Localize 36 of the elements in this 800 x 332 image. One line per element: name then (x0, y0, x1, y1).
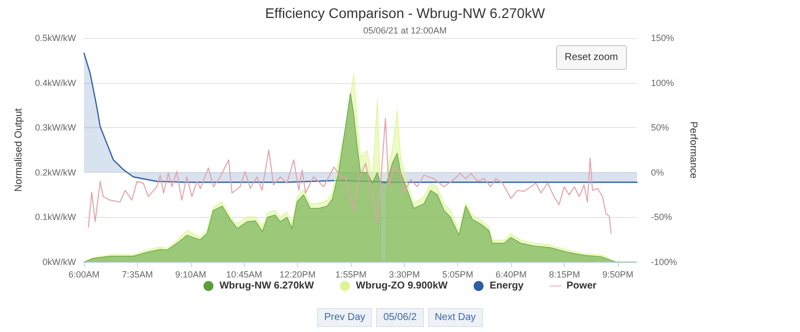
y2-tick-label: -100% (651, 257, 678, 267)
text: 05/06/2 (376, 308, 424, 327)
y2-tick-label: 50% (651, 122, 670, 133)
x-tick-label: 9:50PM (602, 270, 634, 280)
y-tick-label: 0.1kW/kW (34, 212, 76, 222)
y2-tick-label: -50% (651, 212, 672, 222)
x-tick-label: 12:20PM (280, 270, 316, 280)
legend-label: Wbrug-NW 6.270kW (219, 280, 314, 292)
y2-tick-label: 100% (651, 78, 674, 88)
x-tick-label: 3:30PM (388, 270, 420, 280)
x-tick-label: 1:55PM (335, 270, 366, 280)
y2-tick-label: 150% (651, 33, 674, 43)
y-tick-label: 0.5kW/kW (34, 33, 76, 43)
text: Prev Day (317, 308, 372, 327)
x-tick-label: 5:05PM (442, 270, 474, 280)
legend-label: Power (566, 280, 597, 292)
y2-axis-title: Performance (687, 121, 698, 180)
x-tick-label: 10:45AM (226, 270, 262, 280)
y2-tick-label: 0% (651, 167, 664, 178)
y-axis-title: Normalised Output (14, 108, 25, 192)
y-tick-label: 0kW/kW (42, 257, 76, 267)
line-series (88, 118, 612, 234)
x-tick-label: 6:40PM (496, 270, 527, 280)
chart-title: Efficiency Comparison - Wbrug-NW 6.270kW (265, 5, 546, 21)
x-tick-label: 7:35AM (122, 270, 153, 280)
annotation: Reset zoom (556, 45, 627, 70)
chart-subtitle: 05/06/21 at 12:00AM (363, 26, 447, 36)
y-tick-label: 0.3kW/kW (34, 122, 76, 133)
text: Next Day (428, 308, 483, 327)
legend-label: Energy (490, 280, 524, 292)
legend-label: Wbrug-ZO 9.900kW (356, 280, 448, 292)
y-tick-label: 0.4kW/kW (34, 78, 76, 88)
y-tick-label: 0.2kW/kW (34, 167, 76, 178)
x-tick-label: 8:15PM (548, 270, 580, 280)
x-tick-label: 6:00AM (68, 270, 100, 280)
x-tick-label: 9:10AM (175, 270, 206, 280)
